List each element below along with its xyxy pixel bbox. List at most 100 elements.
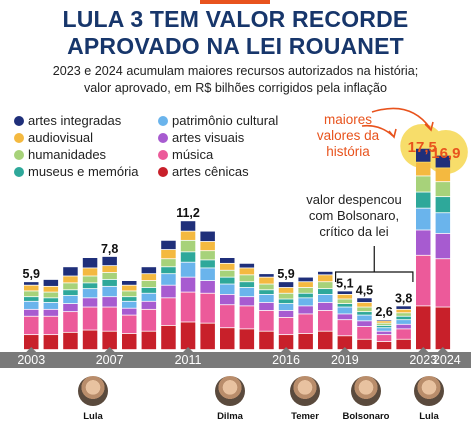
bar-segment: [200, 293, 215, 323]
bar-segment: [278, 293, 294, 299]
bar-segment: [200, 231, 215, 242]
bar-segment: [318, 271, 333, 275]
bar-segment: [220, 258, 235, 263]
bar-segment: [180, 322, 196, 350]
legend-swatch: [158, 167, 168, 177]
president-name: Lula: [83, 411, 103, 422]
bar-segment: [180, 231, 196, 240]
bar-segment: [239, 268, 255, 275]
legend-item-patrimonio-cultural: patrimônio cultural: [158, 113, 278, 128]
data-label: 11,2: [176, 206, 200, 220]
bolsonaro-annotation-line: valor despencou: [306, 192, 402, 207]
bar-segment: [122, 333, 137, 350]
legend-item-audiovisual: audiovisual: [14, 130, 93, 145]
bar-segment: [337, 291, 353, 294]
x-tick-label: 2016: [272, 353, 300, 367]
bar-segment: [278, 287, 294, 293]
record-annotation-line: história: [326, 144, 370, 159]
bar-segment: [298, 306, 313, 314]
bar-segment: [357, 321, 372, 327]
bar-segment: [416, 148, 431, 162]
bar-segment: [200, 251, 215, 260]
bar-segment: [220, 284, 235, 294]
x-tick-label: 2019: [331, 353, 359, 367]
record-annotation: maiores valores da história: [313, 112, 383, 160]
bar-segment: [200, 323, 215, 350]
portrait-lula-icon: [78, 376, 108, 406]
bar-segment: [298, 282, 313, 288]
bar-segment: [435, 307, 451, 350]
bar-segment: [416, 230, 431, 255]
president-name: Temer: [291, 411, 319, 422]
bar-segment: [141, 274, 157, 281]
bar-segment: [161, 298, 176, 326]
bar-segment: [102, 279, 117, 286]
bolsonaro-annotation-line: crítico da lei: [319, 224, 389, 239]
bar-segment: [24, 316, 39, 335]
bar-segment: [180, 262, 196, 277]
bar-segment: [82, 258, 98, 268]
data-label: 5,9: [23, 267, 40, 281]
bar-segment: [396, 320, 411, 324]
legend-item-musica: música: [158, 147, 213, 162]
bar-segment: [357, 302, 372, 307]
bar-segment: [82, 289, 98, 298]
bar-segment: [298, 298, 313, 306]
bar-segment: [337, 336, 353, 350]
record-arrow: [361, 124, 394, 137]
bar-segment: [63, 295, 78, 304]
bar-segment: [435, 197, 451, 213]
bar-segment: [43, 316, 59, 335]
bar-segment: [102, 331, 117, 350]
bar-segment: [161, 267, 176, 274]
legend-swatch: [14, 116, 24, 126]
bar-segment: [200, 268, 215, 281]
data-label: 2,6: [375, 305, 392, 319]
bar-segment: [220, 270, 235, 277]
bar-segment: [24, 335, 39, 350]
bar-segment: [24, 309, 39, 316]
legend-swatch: [158, 116, 168, 126]
bar-segment: [239, 306, 255, 329]
bar-segment: [141, 267, 157, 274]
president-name: Lula: [419, 411, 439, 422]
bar-segment: [122, 291, 137, 297]
bar-segment: [278, 335, 294, 350]
bar-segment: [337, 299, 353, 304]
bar-segment: [259, 302, 274, 311]
bar-segment: [259, 277, 274, 284]
subtitle-line-2: valor aprovado, em R$ bilhões corrigidos…: [83, 81, 388, 95]
bar-segment: [298, 287, 313, 293]
legend-swatch: [158, 150, 168, 160]
bar-segment: [63, 283, 78, 290]
record-arrow-head: [424, 121, 434, 132]
bar-segment: [298, 314, 313, 334]
bar-segment: [318, 310, 333, 331]
bar-segment: [122, 285, 137, 291]
bar-segment: [435, 233, 451, 259]
bar-segment: [161, 285, 176, 298]
bar-segment: [102, 272, 117, 280]
bar-segment: [122, 297, 137, 301]
legend-swatch: [14, 150, 24, 160]
legend-swatch: [158, 133, 168, 143]
data-label: 7,8: [101, 242, 118, 256]
record-highlight-circle: [423, 130, 468, 174]
data-label: 5,9: [277, 267, 294, 281]
bar-segment: [396, 313, 411, 316]
bolsonaro-annotation-line: com Bolsonaro,: [308, 208, 400, 223]
bar-segment: [259, 331, 274, 350]
bar-segment: [141, 301, 157, 309]
legend-label: artes visuais: [172, 130, 245, 145]
bar-segment: [376, 328, 392, 331]
bar-segment: [220, 328, 235, 350]
bar-segment: [24, 291, 39, 297]
bar-segment: [337, 304, 353, 307]
accent-bar: [200, 0, 270, 4]
legend-label: museus e memória: [28, 164, 139, 179]
legend-item-humanidades: humanidades: [14, 147, 106, 162]
bar-segment: [259, 310, 274, 331]
legend-label: patrimônio cultural: [172, 113, 279, 128]
bar-segment: [337, 307, 353, 314]
